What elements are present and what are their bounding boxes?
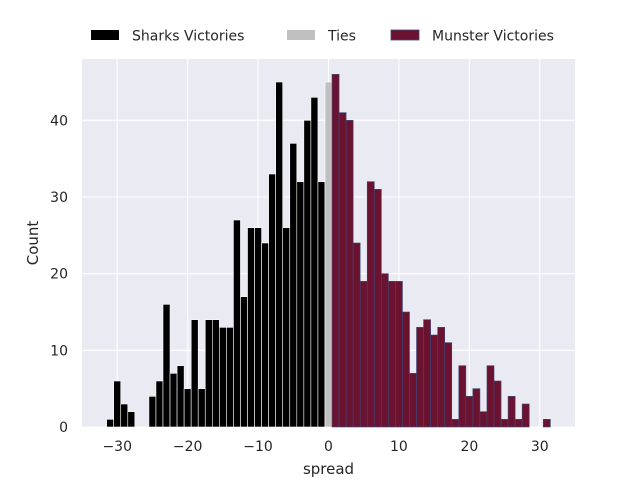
legend-item-sharks-victories: Sharks Victories — [91, 29, 244, 45]
x-tick-label: −30 — [102, 439, 132, 455]
bar-munster-victories — [493, 380, 502, 428]
x-tick-label: 20 — [460, 439, 478, 455]
bar-sharks-victories — [247, 227, 255, 428]
bar-munster-victories — [395, 281, 403, 428]
x-tick-label: 0 — [324, 439, 333, 455]
bar-munster-victories — [352, 242, 361, 428]
bar-sharks-victories — [127, 411, 136, 428]
x-axis-label: spread — [303, 460, 354, 478]
bar-sharks-victories — [120, 403, 129, 428]
bar-sharks-victories — [289, 143, 298, 428]
bar-sharks-victories — [261, 242, 269, 428]
bar-munster-victories — [366, 181, 375, 428]
x-tick-label: −10 — [243, 439, 273, 455]
legend-label: Sharks Victories — [132, 29, 244, 45]
bar-sharks-victories — [303, 120, 312, 428]
bar-sharks-victories — [268, 173, 276, 428]
bar-munster-victories — [381, 273, 389, 428]
bar-sharks-victories — [155, 380, 164, 428]
bar-sharks-victories — [148, 396, 157, 428]
bar-munster-victories — [388, 281, 396, 428]
y-tick-label: 20 — [50, 267, 68, 283]
bar-munster-victories — [465, 396, 474, 428]
bar-munster-victories — [444, 342, 453, 428]
x-axis-ticks: −30 −20 −10 0 10 20 30 — [102, 439, 548, 455]
bar-munster-victories — [345, 120, 354, 428]
bar-sharks-victories — [317, 181, 326, 428]
bar-sharks-victories — [197, 388, 206, 428]
bar-sharks-victories — [169, 373, 178, 428]
bar-munster-victories — [514, 419, 523, 428]
bar-sharks-victories — [240, 296, 248, 428]
bar-sharks-victories — [162, 304, 171, 428]
bar-sharks-victories — [275, 81, 284, 428]
bar-munster-victories — [423, 319, 431, 428]
bar-munster-victories — [472, 388, 481, 428]
bar-munster-victories — [521, 403, 530, 428]
bar-ties — [324, 81, 333, 428]
bar-munster-victories — [451, 419, 460, 428]
bar-sharks-victories — [233, 219, 241, 428]
legend-swatch — [91, 30, 119, 40]
y-tick-label: 40 — [50, 113, 68, 129]
bar-sharks-victories — [282, 227, 291, 428]
x-tick-label: 30 — [531, 439, 549, 455]
bar-sharks-victories — [254, 227, 262, 428]
bar-sharks-victories — [106, 419, 114, 428]
bar-munster-victories — [500, 419, 509, 428]
bar-munster-victories — [409, 373, 417, 428]
bar-munster-victories — [479, 411, 488, 428]
x-tick-label: 10 — [390, 439, 408, 455]
bar-sharks-victories — [204, 319, 213, 428]
bar-munster-victories — [359, 281, 368, 428]
y-tick-label: 0 — [59, 420, 68, 436]
bar-munster-victories — [458, 365, 467, 428]
bar-sharks-victories — [296, 181, 305, 428]
bar-munster-victories — [402, 311, 410, 428]
bar-sharks-victories — [183, 388, 192, 428]
x-tick-label: −20 — [173, 439, 203, 455]
legend-swatch — [287, 30, 315, 40]
legend-swatch — [390, 29, 420, 41]
bar-sharks-victories — [190, 319, 199, 428]
bar-munster-victories — [373, 189, 382, 428]
legend-item-munster-victories: Munster Victories — [390, 29, 554, 45]
bar-sharks-victories — [211, 319, 220, 428]
bar-sharks-victories — [219, 327, 227, 428]
bar-munster-victories — [430, 334, 438, 428]
bar-munster-victories — [331, 74, 340, 428]
y-axis-label: Count — [24, 221, 42, 266]
bar-sharks-victories — [176, 365, 185, 428]
legend: Sharks Victories Ties Munster Victories — [91, 29, 554, 45]
bar-munster-victories — [543, 419, 551, 428]
bar-sharks-victories — [310, 97, 319, 428]
bar-munster-victories — [338, 112, 347, 428]
bars — [106, 74, 551, 428]
bar-munster-victories — [507, 396, 516, 428]
bar-sharks-victories — [113, 380, 122, 428]
bar-sharks-victories — [226, 327, 234, 428]
legend-label: Ties — [327, 29, 356, 45]
y-tick-label: 30 — [50, 190, 68, 206]
legend-label: Munster Victories — [432, 29, 554, 45]
y-axis-ticks: 0 10 20 30 40 — [50, 113, 68, 436]
y-tick-label: 10 — [50, 343, 68, 359]
bar-munster-victories — [416, 327, 424, 428]
legend-item-ties: Ties — [287, 29, 356, 45]
bar-munster-victories — [437, 327, 446, 428]
bar-munster-victories — [486, 365, 495, 428]
